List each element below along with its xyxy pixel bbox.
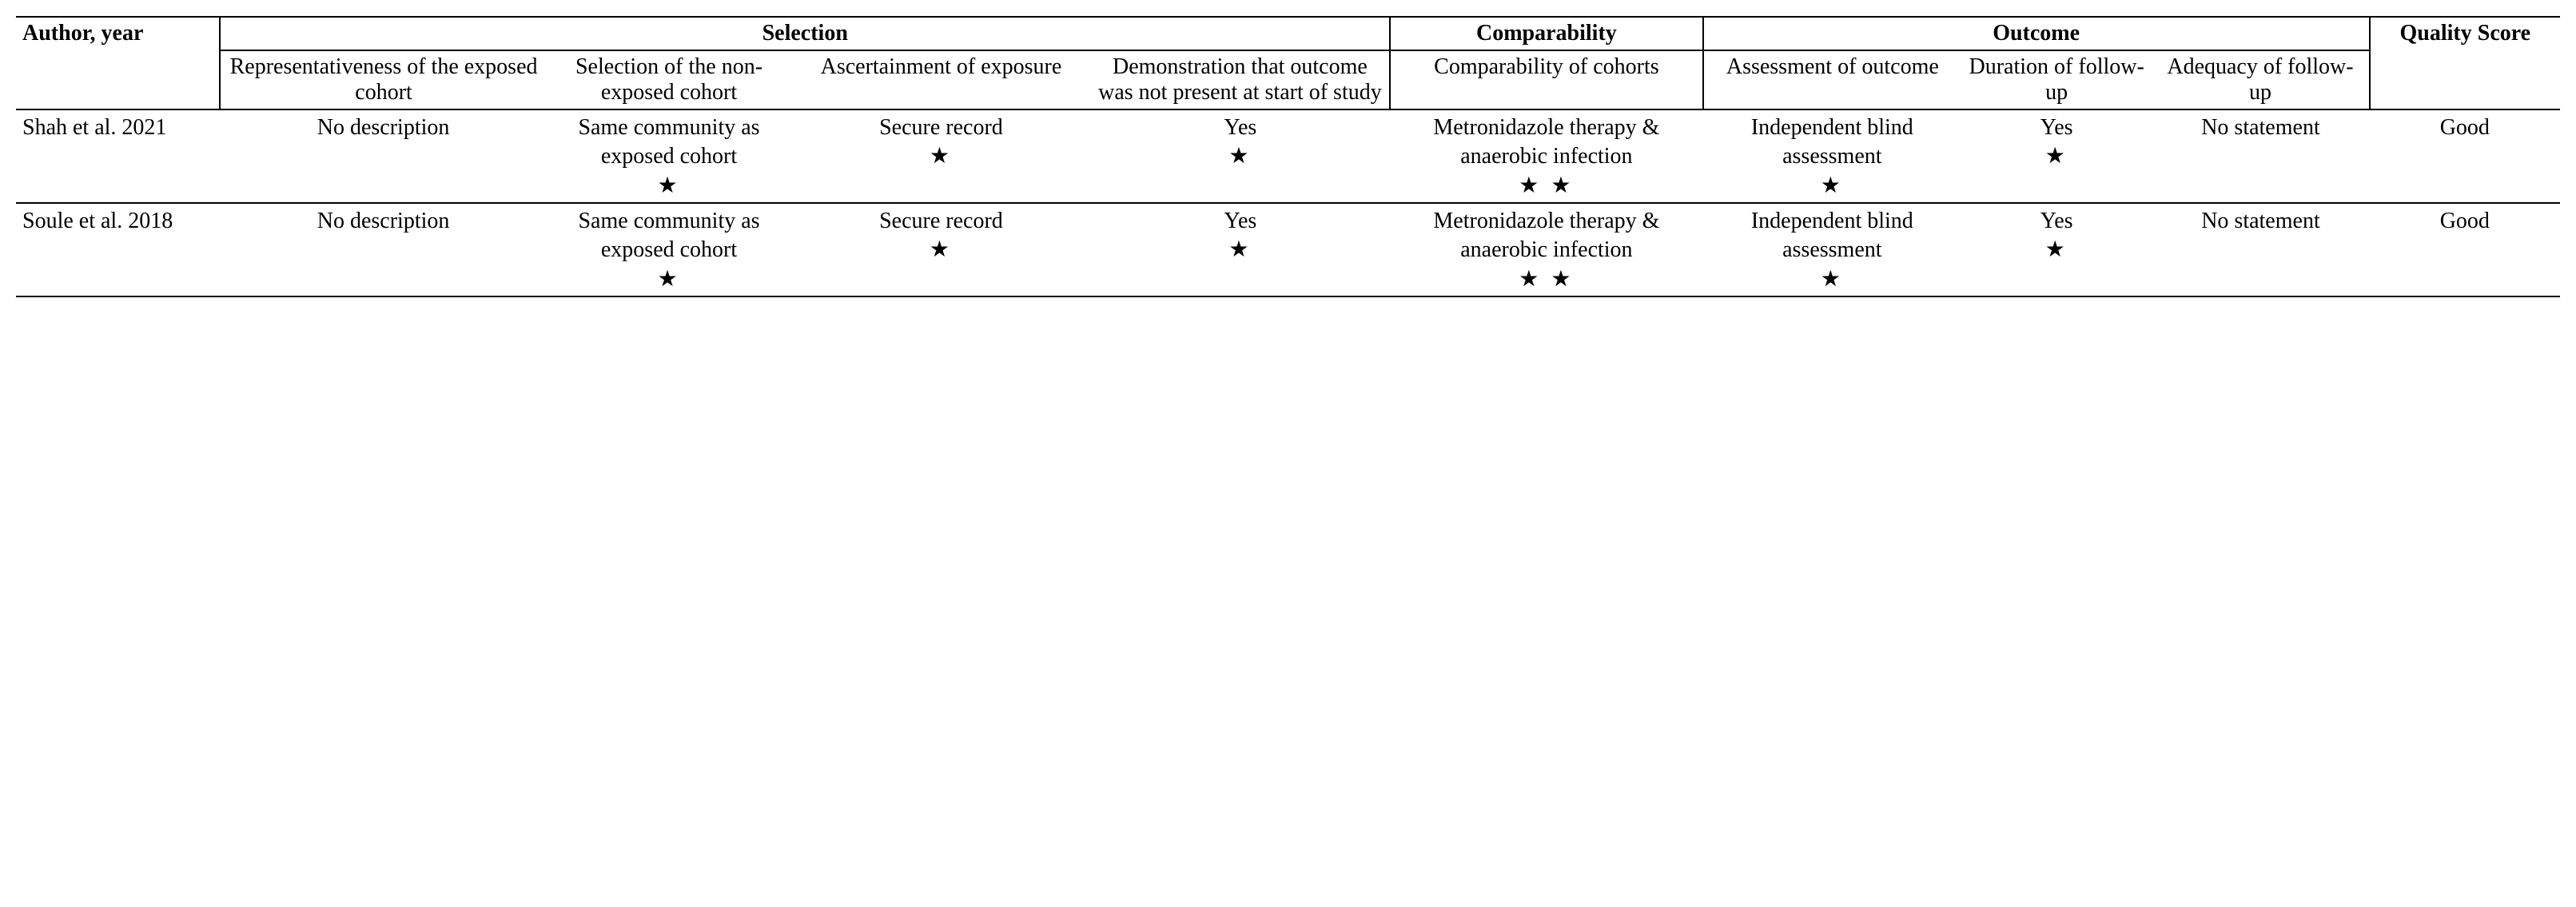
subheader-sel3: Ascertainment of exposure	[791, 50, 1090, 109]
cell-text: No description	[226, 113, 540, 142]
table-cell: Yes★	[1091, 203, 1390, 296]
cell-text: Independent blind assessment	[1710, 207, 1955, 265]
cell-text: No description	[226, 207, 540, 236]
table-row: Soule et al. 2018No descriptionSame comm…	[16, 203, 2560, 296]
table-cell: Yes★	[1961, 203, 2152, 296]
table-cell: Secure record★	[791, 203, 1090, 296]
cell-text: Metronidazole therapy & anaerobic infect…	[1396, 207, 1696, 265]
cell-text: Yes	[1097, 207, 1384, 236]
table-cell: Metronidazole therapy & anaerobic infect…	[1390, 109, 1702, 203]
cell-text: No statement	[2158, 113, 2363, 142]
subheader-comp1: Comparability of cohorts	[1390, 50, 1702, 109]
author-cell: Soule et al. 2018	[22, 207, 213, 236]
table-cell: Independent blind assessment★	[1703, 109, 1961, 203]
table-cell: Good	[2370, 109, 2560, 203]
header-comparability: Comparability	[1390, 17, 1702, 50]
table-cell: Same community as exposed cohort★	[547, 203, 791, 296]
cell-text: Independent blind assessment	[1710, 113, 1955, 172]
score-cell: Good	[2376, 113, 2554, 142]
table-cell: Yes★	[1961, 109, 2152, 203]
star-rating: ★	[553, 265, 785, 292]
table-cell: Shah et al. 2021	[16, 109, 220, 203]
quality-assessment-table: Author, year Selection Comparability Out…	[16, 16, 2560, 297]
table-cell: No statement	[2152, 109, 2369, 203]
subheader-sel2: Selection of the non-exposed cohort	[547, 50, 791, 109]
cell-text: Metronidazole therapy & anaerobic infect…	[1396, 113, 1696, 172]
table-cell: No statement	[2152, 203, 2369, 296]
star-rating: ★	[1710, 172, 1955, 199]
star-rating: ★	[1097, 236, 1384, 263]
header-quality-score: Quality Score	[2370, 17, 2560, 109]
table-cell: Yes★	[1091, 109, 1390, 203]
star-rating: ★	[1968, 142, 2145, 169]
header-author: Author, year	[16, 17, 220, 109]
subheader-out2: Duration of follow-up	[1961, 50, 2152, 109]
star-rating: ★	[1968, 236, 2145, 263]
table-cell: No description	[220, 109, 547, 203]
table-cell: Secure record★	[791, 109, 1090, 203]
star-rating: ★	[553, 172, 785, 199]
header-outcome: Outcome	[1703, 17, 2370, 50]
cell-text: Yes	[1097, 113, 1384, 142]
star-rating: ★ ★	[1396, 172, 1696, 199]
table-row: Shah et al. 2021No descriptionSame commu…	[16, 109, 2560, 203]
table-cell: Metronidazole therapy & anaerobic infect…	[1390, 203, 1702, 296]
table-cell: Same community as exposed cohort★	[547, 109, 791, 203]
cell-text: Yes	[1968, 207, 2145, 236]
cell-text: Yes	[1968, 113, 2145, 142]
header-selection: Selection	[220, 17, 1390, 50]
table-body: Shah et al. 2021No descriptionSame commu…	[16, 109, 2560, 296]
table-header: Author, year Selection Comparability Out…	[16, 17, 2560, 109]
subheader-sel4: Demonstration that outcome was not prese…	[1091, 50, 1390, 109]
cell-text: Same community as exposed cohort	[553, 113, 785, 172]
subheader-out3: Adequacy of follow-up	[2152, 50, 2369, 109]
author-cell: Shah et al. 2021	[22, 113, 213, 142]
subheader-out1: Assessment of outcome	[1703, 50, 1961, 109]
cell-text: No statement	[2158, 207, 2363, 236]
table-cell: No description	[220, 203, 547, 296]
star-rating: ★	[798, 142, 1084, 169]
table-cell: Good	[2370, 203, 2560, 296]
star-rating: ★	[1097, 142, 1384, 169]
score-cell: Good	[2376, 207, 2554, 236]
cell-text: Same community as exposed cohort	[553, 207, 785, 265]
table-cell: Soule et al. 2018	[16, 203, 220, 296]
star-rating: ★ ★	[1396, 265, 1696, 292]
cell-text: Secure record	[798, 207, 1084, 236]
star-rating: ★	[798, 236, 1084, 263]
cell-text: Secure record	[798, 113, 1084, 142]
subheader-sel1: Representativeness of the exposed cohort	[220, 50, 547, 109]
table-cell: Independent blind assessment★	[1703, 203, 1961, 296]
star-rating: ★	[1710, 265, 1955, 292]
